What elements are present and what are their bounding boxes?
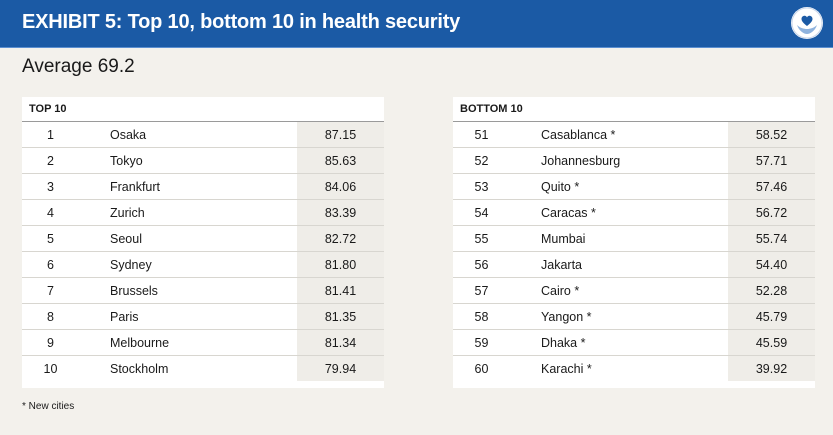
rank-cell: 9	[22, 329, 79, 356]
rank-cell: 60	[474, 361, 489, 376]
city-cell: Stockholm	[110, 361, 169, 376]
city-cell: Sydney	[79, 251, 297, 278]
top10-table: 1 Osaka 87.15 2 Tokyo 85.63 3 Frankfurt 84.06 4 Zu…	[22, 122, 384, 381]
score-cell: 81.41	[297, 277, 384, 304]
table-row: 1 Osaka 87.15	[22, 122, 384, 148]
rank-cell: 2	[22, 147, 79, 174]
rank-cell: 58	[453, 303, 510, 330]
footnote: * New cities	[22, 401, 75, 412]
city-cell: Paris	[79, 303, 297, 330]
score-cell: 52.28	[728, 277, 815, 304]
table-row: 60 Karachi * 39.92	[453, 355, 815, 381]
score-cell: 81.80	[297, 251, 384, 278]
score-cell: 81.34	[297, 329, 384, 356]
bottom10-heading: BOTTOM 10	[453, 97, 815, 122]
rank-cell: 53	[453, 173, 510, 200]
top10-heading: TOP 10	[22, 97, 384, 122]
score-cell: 85.63	[297, 147, 384, 174]
table-row: 56 Jakarta 54.40	[453, 251, 815, 278]
score-cell: 81.35	[297, 303, 384, 330]
table-row: 58 Yangon * 45.79	[453, 303, 815, 330]
city-cell: Caracas *	[510, 199, 728, 226]
city-cell: Yangon *	[510, 303, 728, 330]
rank-cell: 3	[22, 173, 79, 200]
rank-cell: 59	[453, 329, 510, 356]
rank-cell: 51	[453, 122, 510, 148]
table-row: 2 Tokyo 85.63	[22, 147, 384, 174]
table-row: 52 Johannesburg 57.71	[453, 147, 815, 174]
rank-cell: 56	[453, 251, 510, 278]
table-row: 4 Zurich 83.39	[22, 199, 384, 226]
score-cell: 55.74	[728, 225, 815, 252]
rank-cell: 10	[43, 361, 58, 376]
table-row: 9 Melbourne 81.34	[22, 329, 384, 356]
rank-cell: 5	[22, 225, 79, 252]
city-cell: Zurich	[79, 199, 297, 226]
score-cell: 87.15	[297, 122, 384, 148]
city-cell: Osaka	[79, 122, 297, 148]
city-cell: Seoul	[79, 225, 297, 252]
rank-cell: 57	[453, 277, 510, 304]
city-cell: Johannesburg	[510, 147, 728, 174]
exhibit-title: EXHIBIT 5: Top 10, bottom 10 in health s…	[22, 11, 461, 33]
score-cell: 79.94	[297, 355, 384, 381]
rank-cell: 54	[453, 199, 510, 226]
bottom10-table: 51 Casablanca * 58.52 52 Johannesburg 57.71 53…	[453, 122, 815, 381]
exhibit-header: EXHIBIT 5: Top 10, bottom 10 in health s…	[0, 0, 833, 48]
city-cell: Frankfurt	[79, 173, 297, 200]
city-cell: Karachi *	[541, 361, 592, 376]
score-cell: 83.39	[297, 199, 384, 226]
score-cell: 82.72	[297, 225, 384, 252]
rank-cell: 6	[22, 251, 79, 278]
score-cell: 57.71	[728, 147, 815, 174]
city-cell: Quito *	[510, 173, 728, 200]
average-label: Average 69.2	[22, 56, 135, 77]
table-row: 3 Frankfurt 84.06	[22, 173, 384, 200]
city-cell: Dhaka *	[510, 329, 728, 356]
top10-panel: TOP 10 1 Osaka 87.15 2 Tokyo 85.63 3 Frankfurt 8…	[22, 97, 384, 388]
table-row: 5 Seoul 82.72	[22, 225, 384, 252]
table-row: 57 Cairo * 52.28	[453, 277, 815, 304]
table-row: 54 Caracas * 56.72	[453, 199, 815, 226]
score-cell: 54.40	[728, 251, 815, 278]
rank-cell: 52	[453, 147, 510, 174]
rank-cell: 1	[22, 122, 79, 148]
rank-cell: 55	[453, 225, 510, 252]
rank-cell: 7	[22, 277, 79, 304]
score-cell: 84.06	[297, 173, 384, 200]
table-row: 8 Paris 81.35	[22, 303, 384, 330]
score-cell: 57.46	[728, 173, 815, 200]
table-row: 7 Brussels 81.41	[22, 277, 384, 304]
score-cell: 58.52	[728, 122, 815, 148]
city-cell: Casablanca *	[510, 122, 728, 148]
bottom10-panel: BOTTOM 10 51 Casablanca * 58.52 52 Johannesb…	[453, 97, 815, 388]
city-cell: Cairo *	[510, 277, 728, 304]
table-row: 6 Sydney 81.80	[22, 251, 384, 278]
score-cell: 45.59	[728, 329, 815, 356]
score-cell: 39.92	[728, 355, 815, 381]
score-cell: 56.72	[728, 199, 815, 226]
city-cell: Mumbai	[510, 225, 728, 252]
city-cell: Brussels	[79, 277, 297, 304]
table-row: 55 Mumbai 55.74	[453, 225, 815, 252]
table-row: 59 Dhaka * 45.59	[453, 329, 815, 356]
rank-cell: 4	[22, 199, 79, 226]
city-cell: Tokyo	[79, 147, 297, 174]
city-cell: Melbourne	[79, 329, 297, 356]
rank-cell: 8	[22, 303, 79, 330]
score-cell: 45.79	[728, 303, 815, 330]
city-cell: Jakarta	[510, 251, 728, 278]
table-row: 51 Casablanca * 58.52	[453, 122, 815, 148]
table-row: 10 Stockholm 79.94	[22, 355, 384, 381]
table-row: 53 Quito * 57.46	[453, 173, 815, 200]
heart-in-hands-icon	[791, 7, 823, 39]
